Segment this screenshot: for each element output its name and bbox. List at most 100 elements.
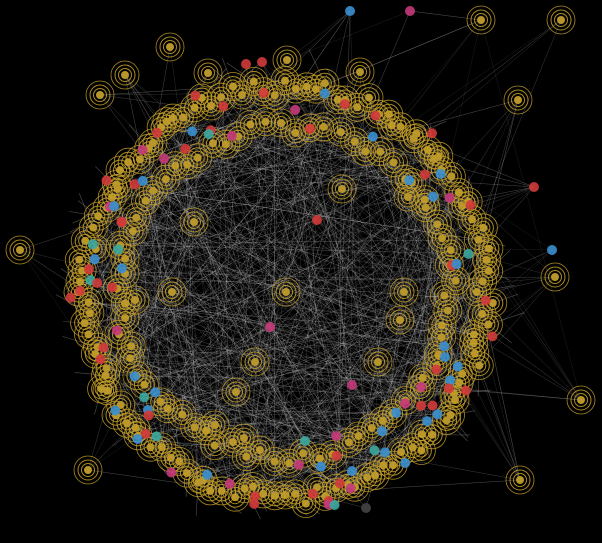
hub-node-icon[interactable]: [271, 277, 301, 307]
hub-node-icon[interactable]: [121, 203, 151, 233]
blue-node[interactable]: [422, 416, 433, 427]
hub-node-icon[interactable]: [167, 400, 197, 429]
hub-node-icon[interactable]: [474, 256, 504, 286]
blue-node[interactable]: [347, 466, 357, 476]
hub-node-icon[interactable]: [73, 455, 103, 485]
red-node[interactable]: [257, 57, 267, 67]
red-node[interactable]: [258, 87, 269, 98]
red-node[interactable]: [307, 488, 318, 499]
red-node[interactable]: [529, 182, 539, 192]
blue-node[interactable]: [110, 405, 121, 416]
hub-node-icon[interactable]: [266, 108, 296, 138]
blue-node[interactable]: [316, 461, 326, 472]
hub-node-icon[interactable]: [411, 193, 441, 223]
red-node[interactable]: [180, 143, 191, 154]
blue-node[interactable]: [187, 126, 198, 137]
hub-node-icon[interactable]: [240, 347, 270, 377]
blue-node[interactable]: [367, 131, 378, 142]
magenta-node[interactable]: [347, 380, 357, 390]
hub-node-icon[interactable]: [70, 308, 99, 338]
hub-node-icon[interactable]: [157, 277, 187, 307]
hub-node-icon[interactable]: [116, 331, 146, 361]
hub-node-icon[interactable]: [540, 262, 570, 292]
hub-node-icon[interactable]: [327, 174, 357, 204]
hub-node-icon[interactable]: [393, 182, 423, 212]
blue-node[interactable]: [109, 201, 119, 212]
red-node[interactable]: [190, 90, 201, 101]
teal-node[interactable]: [87, 239, 98, 250]
magenta-node[interactable]: [416, 382, 427, 392]
hub-node-icon[interactable]: [138, 128, 168, 158]
hub-node-icon[interactable]: [345, 57, 375, 87]
red-node[interactable]: [370, 110, 381, 121]
red-node[interactable]: [416, 400, 426, 411]
hub-node-icon[interactable]: [419, 144, 449, 174]
red-node[interactable]: [218, 101, 229, 112]
magenta-node[interactable]: [137, 144, 148, 155]
red-node[interactable]: [443, 383, 454, 394]
red-node[interactable]: [331, 450, 342, 461]
red-node[interactable]: [152, 127, 162, 138]
hub-node-icon[interactable]: [231, 442, 261, 472]
teal-node[interactable]: [203, 129, 214, 140]
red-node[interactable]: [101, 175, 112, 186]
hub-node-icon[interactable]: [235, 110, 265, 139]
red-node[interactable]: [427, 128, 437, 139]
magenta-node[interactable]: [159, 153, 170, 164]
magenta-node[interactable]: [293, 459, 304, 470]
red-node[interactable]: [143, 410, 154, 421]
hub-node-icon[interactable]: [389, 277, 419, 307]
blue-node[interactable]: [445, 375, 456, 386]
blue-node[interactable]: [150, 387, 161, 398]
hub-node-icon[interactable]: [566, 385, 596, 415]
blue-node[interactable]: [404, 175, 415, 186]
magenta-node[interactable]: [224, 478, 235, 489]
teal-node[interactable]: [151, 431, 162, 442]
magenta-node[interactable]: [331, 431, 341, 441]
hub-node-icon[interactable]: [379, 148, 408, 177]
blue-node[interactable]: [439, 341, 450, 352]
blue-node[interactable]: [400, 458, 411, 468]
blue-node[interactable]: [89, 254, 100, 265]
hub-node-icon[interactable]: [503, 85, 533, 115]
hub-node-icon[interactable]: [245, 435, 275, 465]
hub-node-icon[interactable]: [432, 405, 462, 435]
red-node[interactable]: [480, 295, 491, 306]
magenta-node[interactable]: [166, 467, 177, 478]
blue-node[interactable]: [137, 175, 148, 186]
hub-node-icon[interactable]: [110, 60, 140, 90]
blue-node[interactable]: [452, 361, 463, 372]
red-node[interactable]: [98, 342, 109, 353]
magenta-node[interactable]: [290, 104, 301, 115]
blue-node[interactable]: [428, 191, 439, 202]
hub-node-icon[interactable]: [433, 296, 463, 326]
hub-node-icon[interactable]: [351, 136, 380, 166]
hub-node-icon[interactable]: [310, 68, 340, 98]
hub-node-icon[interactable]: [155, 32, 185, 62]
hub-node-icon[interactable]: [466, 5, 496, 35]
blue-node[interactable]: [377, 426, 388, 437]
red-node[interactable]: [116, 217, 127, 228]
hub-node-icon[interactable]: [385, 305, 415, 335]
hub-node-icon[interactable]: [365, 137, 395, 167]
red-node[interactable]: [75, 286, 85, 296]
blue-node[interactable]: [451, 259, 462, 269]
teal-node[interactable]: [300, 436, 310, 446]
hub-node-icon[interactable]: [440, 385, 470, 415]
magenta-node[interactable]: [265, 322, 275, 332]
blue-node[interactable]: [345, 6, 355, 16]
blue-node[interactable]: [380, 447, 390, 458]
red-node[interactable]: [305, 123, 315, 134]
hub-node-icon[interactable]: [260, 447, 290, 476]
blue-node[interactable]: [432, 409, 443, 420]
teal-node[interactable]: [369, 445, 380, 456]
magenta-node[interactable]: [226, 130, 237, 141]
magenta-node[interactable]: [400, 398, 411, 409]
hub-node-icon[interactable]: [363, 347, 393, 377]
hub-node-icon[interactable]: [179, 207, 209, 237]
blue-node[interactable]: [132, 434, 143, 444]
red-node[interactable]: [460, 385, 471, 396]
hub-node-icon[interactable]: [229, 423, 259, 453]
hub-node-icon[interactable]: [386, 112, 415, 142]
